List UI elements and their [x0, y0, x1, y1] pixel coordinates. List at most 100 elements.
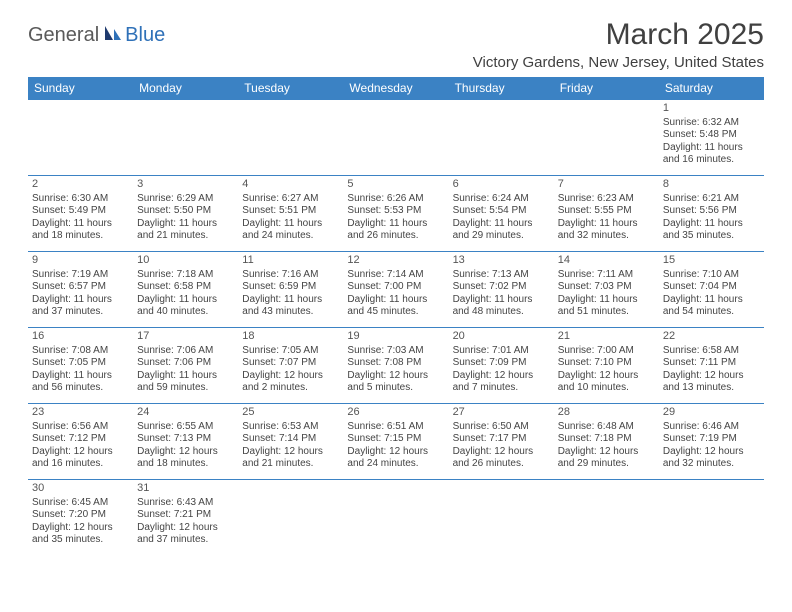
cell-line: Sunset: 5:54 PM [453, 205, 550, 218]
cell-line: Daylight: 11 hours [558, 294, 655, 307]
cell-line: Daylight: 12 hours [242, 446, 339, 459]
cell-line: Sunset: 7:05 PM [32, 357, 129, 370]
cell-line: Sunrise: 6:32 AM [663, 117, 760, 130]
day-number: 5 [347, 178, 444, 192]
cell-line: and 45 minutes. [347, 306, 444, 319]
day-number: 24 [137, 406, 234, 420]
cell-line: Daylight: 11 hours [347, 294, 444, 307]
cell-line: Sunrise: 7:16 AM [242, 269, 339, 282]
cell-line: and 29 minutes. [453, 230, 550, 243]
cell-line: Sunset: 7:21 PM [137, 509, 234, 522]
cell-line: Sunrise: 6:29 AM [137, 193, 234, 206]
cell-line: and 18 minutes. [137, 458, 234, 471]
cell-line: and 37 minutes. [32, 306, 129, 319]
day-number: 23 [32, 406, 129, 420]
cell-line: Sunset: 6:59 PM [242, 281, 339, 294]
calendar-cell: 11Sunrise: 7:16 AMSunset: 6:59 PMDayligh… [238, 252, 343, 328]
cell-line: and 16 minutes. [663, 154, 760, 167]
cell-line: Sunrise: 6:21 AM [663, 193, 760, 206]
cell-line: and 56 minutes. [32, 382, 129, 395]
calendar-cell [449, 100, 554, 176]
calendar-cell [554, 480, 659, 556]
day-header: Wednesday [343, 77, 448, 100]
cell-line: Sunset: 7:07 PM [242, 357, 339, 370]
cell-line: and 35 minutes. [32, 534, 129, 547]
cell-line: Sunset: 7:02 PM [453, 281, 550, 294]
cell-line: and 2 minutes. [242, 382, 339, 395]
calendar-cell: 27Sunrise: 6:50 AMSunset: 7:17 PMDayligh… [449, 404, 554, 480]
cell-line: and 7 minutes. [453, 382, 550, 395]
calendar-cell: 18Sunrise: 7:05 AMSunset: 7:07 PMDayligh… [238, 328, 343, 404]
cell-line: and 10 minutes. [558, 382, 655, 395]
day-number: 6 [453, 178, 550, 192]
calendar-cell [343, 100, 448, 176]
day-header: Tuesday [238, 77, 343, 100]
day-number: 27 [453, 406, 550, 420]
calendar-cell [28, 100, 133, 176]
cell-line: Daylight: 12 hours [558, 446, 655, 459]
calendar-cell: 3Sunrise: 6:29 AMSunset: 5:50 PMDaylight… [133, 176, 238, 252]
cell-line: Sunrise: 6:46 AM [663, 421, 760, 434]
cell-line: and 29 minutes. [558, 458, 655, 471]
day-number: 1 [663, 102, 760, 116]
cell-line: Sunrise: 7:18 AM [137, 269, 234, 282]
calendar-cell: 5Sunrise: 6:26 AMSunset: 5:53 PMDaylight… [343, 176, 448, 252]
day-number: 20 [453, 330, 550, 344]
day-number: 2 [32, 178, 129, 192]
cell-line: and 32 minutes. [558, 230, 655, 243]
calendar-cell [238, 480, 343, 556]
day-number: 10 [137, 254, 234, 268]
cell-line: Daylight: 12 hours [347, 446, 444, 459]
cell-line: Sunrise: 7:06 AM [137, 345, 234, 358]
cell-line: Daylight: 12 hours [32, 522, 129, 535]
cell-line: Daylight: 12 hours [32, 446, 129, 459]
cell-line: Sunrise: 7:19 AM [32, 269, 129, 282]
calendar-week-row: 23Sunrise: 6:56 AMSunset: 7:12 PMDayligh… [28, 404, 764, 480]
calendar-cell: 15Sunrise: 7:10 AMSunset: 7:04 PMDayligh… [659, 252, 764, 328]
day-number: 30 [32, 482, 129, 496]
cell-line: and 51 minutes. [558, 306, 655, 319]
cell-line: Sunset: 7:10 PM [558, 357, 655, 370]
header: General Blue March 2025 Victory Gardens,… [28, 18, 764, 71]
month-title: March 2025 [473, 18, 764, 52]
cell-line: Sunset: 5:56 PM [663, 205, 760, 218]
cell-line: Sunset: 6:57 PM [32, 281, 129, 294]
cell-line: Daylight: 12 hours [347, 370, 444, 383]
calendar-cell: 24Sunrise: 6:55 AMSunset: 7:13 PMDayligh… [133, 404, 238, 480]
calendar-week-row: 9Sunrise: 7:19 AMSunset: 6:57 PMDaylight… [28, 252, 764, 328]
day-number: 13 [453, 254, 550, 268]
logo: General Blue [28, 18, 165, 47]
calendar-cell: 6Sunrise: 6:24 AMSunset: 5:54 PMDaylight… [449, 176, 554, 252]
calendar-cell: 22Sunrise: 6:58 AMSunset: 7:11 PMDayligh… [659, 328, 764, 404]
calendar-cell: 13Sunrise: 7:13 AMSunset: 7:02 PMDayligh… [449, 252, 554, 328]
calendar-week-row: 16Sunrise: 7:08 AMSunset: 7:05 PMDayligh… [28, 328, 764, 404]
cell-line: Daylight: 12 hours [663, 446, 760, 459]
cell-line: and 24 minutes. [347, 458, 444, 471]
day-number: 12 [347, 254, 444, 268]
day-header: Friday [554, 77, 659, 100]
cell-line: Sunrise: 7:13 AM [453, 269, 550, 282]
cell-line: and 59 minutes. [137, 382, 234, 395]
cell-line: Daylight: 11 hours [558, 218, 655, 231]
calendar-cell [133, 100, 238, 176]
cell-line: and 40 minutes. [137, 306, 234, 319]
calendar-cell [554, 100, 659, 176]
cell-line: Sunrise: 6:24 AM [453, 193, 550, 206]
cell-line: Sunset: 7:18 PM [558, 433, 655, 446]
cell-line: Daylight: 11 hours [242, 218, 339, 231]
day-number: 31 [137, 482, 234, 496]
cell-line: Sunset: 7:13 PM [137, 433, 234, 446]
logo-text-general: General [28, 24, 99, 47]
cell-line: Sunset: 7:04 PM [663, 281, 760, 294]
calendar-cell: 23Sunrise: 6:56 AMSunset: 7:12 PMDayligh… [28, 404, 133, 480]
cell-line: Sunset: 7:03 PM [558, 281, 655, 294]
calendar-cell [449, 480, 554, 556]
cell-line: Sunset: 7:17 PM [453, 433, 550, 446]
cell-line: Daylight: 11 hours [32, 370, 129, 383]
cell-line: and 21 minutes. [137, 230, 234, 243]
calendar-cell: 8Sunrise: 6:21 AMSunset: 5:56 PMDaylight… [659, 176, 764, 252]
cell-line: Sunrise: 6:55 AM [137, 421, 234, 434]
calendar-cell: 21Sunrise: 7:00 AMSunset: 7:10 PMDayligh… [554, 328, 659, 404]
day-header: Thursday [449, 77, 554, 100]
cell-line: Sunrise: 6:48 AM [558, 421, 655, 434]
